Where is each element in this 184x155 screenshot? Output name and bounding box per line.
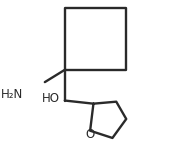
Text: HO: HO [42, 92, 60, 105]
Text: H₂N: H₂N [1, 88, 23, 101]
Text: O: O [86, 128, 95, 141]
